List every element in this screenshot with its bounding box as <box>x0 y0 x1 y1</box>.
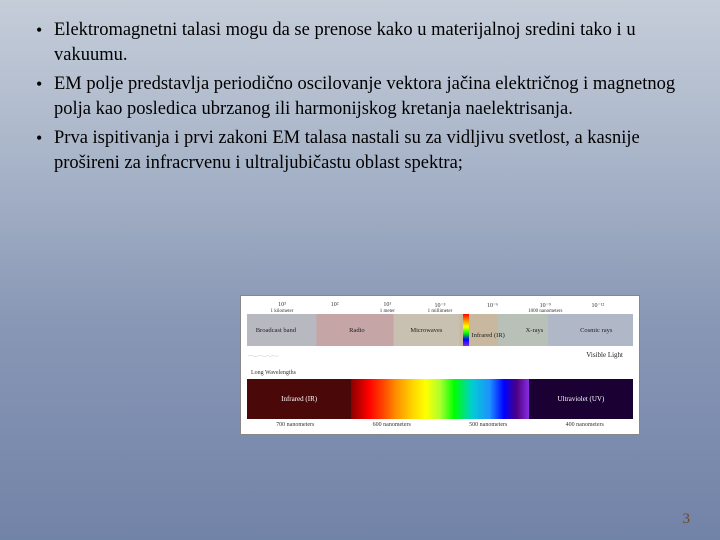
spectrum-box: 10³ 10² 10¹ 10⁻³ 10⁻⁶ 10⁻⁹ 10⁻¹² 1 kilom… <box>240 295 640 435</box>
band: Broadcast band <box>251 327 301 334</box>
tick: 10¹ <box>362 302 412 309</box>
tick: 10⁻¹² <box>573 302 623 309</box>
uv-label: Ultraviolet (UV) <box>557 395 604 403</box>
tick: 10² <box>310 302 360 309</box>
bullet-item: EM polje predstavlja periodično oscilova… <box>30 72 690 122</box>
nm-tick: 500 nanometers <box>469 422 507 428</box>
tick: 10⁻³ <box>415 302 465 309</box>
top-tick-row: 10³ 10² 10¹ 10⁻³ 10⁻⁶ 10⁻⁹ 10⁻¹² <box>247 302 633 309</box>
nm-tick: 600 nanometers <box>373 422 411 428</box>
ir-region: Infrared (IR) <box>247 379 351 419</box>
tick: 10³ <box>257 302 307 309</box>
bullet-item: Prva ispitivanja i prvi zakoni EM talasa… <box>30 126 690 176</box>
bullet-list: Elektromagnetni talasi mogu da se prenos… <box>30 18 690 176</box>
band: X-rays <box>509 327 559 334</box>
nm-tick: 400 nanometers <box>566 422 604 428</box>
slide-content: Elektromagnetni talasi mogu da se prenos… <box>0 0 720 190</box>
visible-light-label: Visible Light <box>586 351 623 359</box>
spectrum-figure: 10³ 10² 10¹ 10⁻³ 10⁻⁶ 10⁻⁹ 10⁻¹² 1 kilom… <box>240 295 640 435</box>
band: Infrared (IR) <box>463 332 513 339</box>
visible-marker <box>463 314 469 346</box>
visible-spectrum-row: Visible Light Infrared (IR) Ultraviolet … <box>247 379 633 419</box>
page-number: 3 <box>683 511 691 528</box>
tick: 10⁻⁹ <box>520 302 570 309</box>
long-wave-text: Long Wavelengths <box>251 370 633 376</box>
wave-icon <box>247 348 337 364</box>
tick: 10⁻⁶ <box>468 302 518 309</box>
band-row: Broadcast band Radio Microwaves Infrared… <box>247 314 633 346</box>
nm-tick: 700 nanometers <box>276 422 314 428</box>
bottom-scale: 700 nanometers 600 nanometers 500 nanome… <box>247 422 633 428</box>
band: Microwaves <box>401 327 451 334</box>
bullet-item: Elektromagnetni talasi mogu da se prenos… <box>30 18 690 68</box>
band: Cosmic rays <box>571 327 621 334</box>
ir-label: Infrared (IR) <box>281 395 317 403</box>
uv-region: Ultraviolet (UV) <box>529 379 633 419</box>
band: Radio <box>332 327 382 334</box>
visible-gradient <box>351 379 529 419</box>
